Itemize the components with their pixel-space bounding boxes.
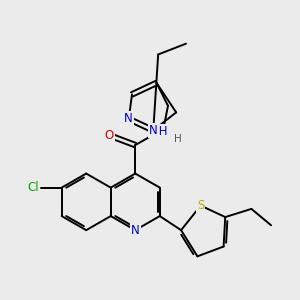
Text: S: S — [197, 199, 204, 212]
Text: NH: NH — [151, 124, 169, 137]
Text: N: N — [149, 124, 158, 137]
Text: N: N — [124, 112, 133, 125]
Text: Cl: Cl — [27, 181, 39, 194]
Text: N: N — [131, 224, 140, 237]
Text: H: H — [174, 134, 182, 143]
Text: O: O — [104, 129, 114, 142]
